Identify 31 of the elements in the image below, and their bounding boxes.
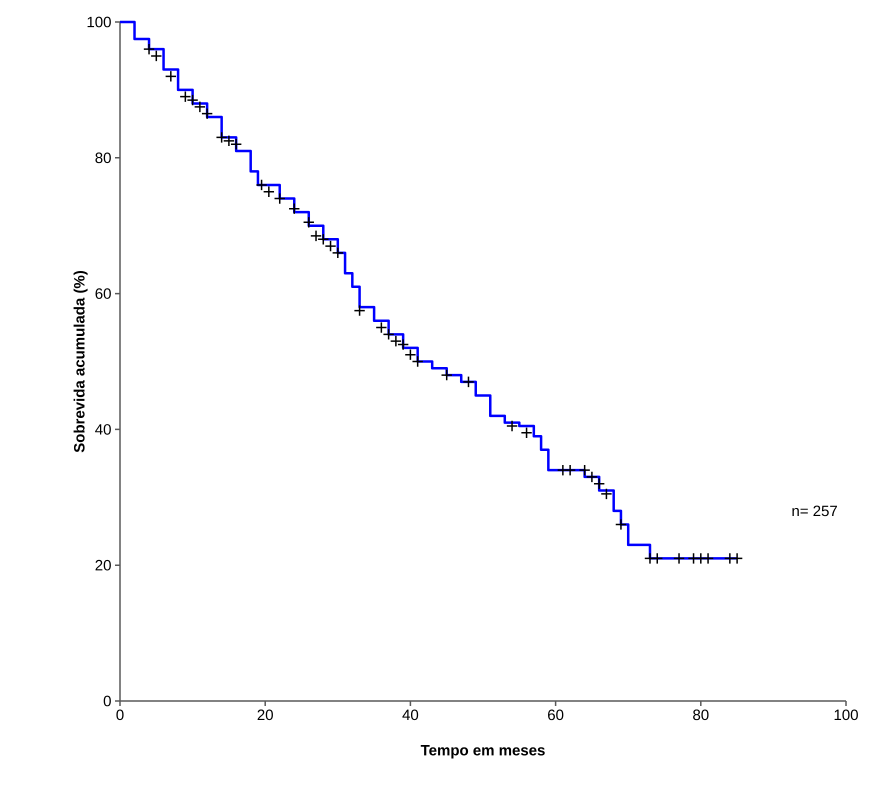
point	[506, 420, 518, 432]
annotation: n= 257	[792, 506, 837, 516]
point	[164, 70, 177, 82]
point	[354, 304, 366, 317]
point	[702, 552, 714, 564]
y-tick-label: 40	[95, 424, 111, 435]
x-tick-label: 80	[693, 710, 709, 720]
point	[731, 552, 744, 564]
x-tick-label: 40	[402, 710, 418, 720]
x-tick-label: 100	[834, 710, 858, 720]
point	[614, 518, 627, 530]
point	[302, 216, 315, 228]
y-tick-label: 80	[95, 152, 111, 164]
x-axis-title: Tempo em meses	[420, 745, 545, 758]
y-tick-label: 20	[96, 560, 111, 571]
y-axis-title: Sobrevida acumulada (%)	[74, 270, 88, 452]
y-tick-label: 0	[104, 696, 111, 706]
x-tick-label: 20	[258, 710, 273, 720]
point	[651, 552, 664, 564]
point	[274, 192, 286, 204]
x-tick-label: 0	[116, 710, 124, 720]
y-tick-label: 60	[96, 288, 111, 299]
point	[564, 464, 576, 476]
point	[288, 202, 300, 215]
point	[440, 369, 453, 382]
point	[673, 552, 685, 564]
point	[600, 488, 612, 500]
point	[462, 376, 474, 388]
y-tick-label: 100	[88, 16, 111, 28]
x-tick-label: 60	[548, 710, 564, 720]
point	[520, 426, 533, 439]
